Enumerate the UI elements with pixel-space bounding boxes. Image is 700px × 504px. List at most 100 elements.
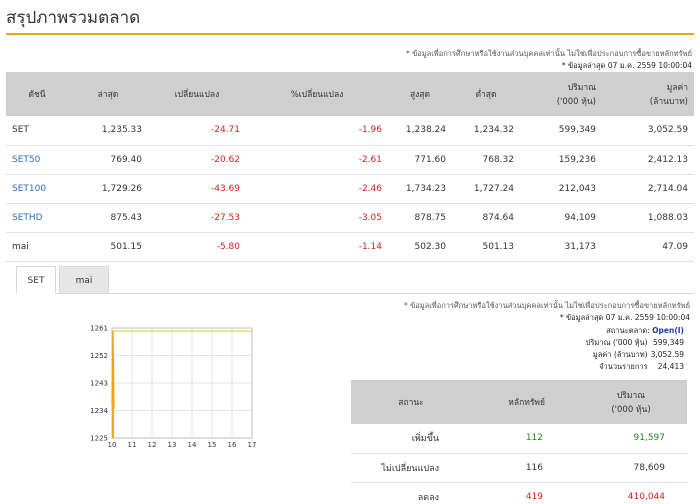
- chart-x-tick-label: 13: [168, 441, 177, 449]
- set-value-label: มูลค่า (ล้านบาท): [592, 350, 648, 359]
- page-title: สรุปภาพรวมตลาด: [6, 8, 141, 28]
- cell-high: 1,238.24: [388, 116, 452, 146]
- market-row-set100: SET100 1,729.26 -43.69 -2.46 1,734.23 1,727.2…: [6, 174, 694, 204]
- summary-status: ไม่เปลี่ยนแปลง: [351, 453, 471, 483]
- col-last: ล่าสุด: [68, 72, 148, 116]
- cell-value: 3,052.59: [602, 116, 694, 146]
- col-value: มูลค่า (ล้านบาท): [602, 72, 694, 116]
- chart-y-tick-label: 1243: [90, 380, 108, 388]
- col-index-label: ดัชนี: [28, 90, 46, 100]
- cell-pct-change: -3.05: [246, 203, 388, 233]
- cell-low: 1,234.32: [452, 116, 520, 146]
- col-value-label: มูลค่า (ล้านบาท): [649, 83, 688, 107]
- chart-x-tick-label: 14: [188, 441, 197, 449]
- cell-last: 875.43: [68, 203, 148, 233]
- market-index-table: ดัชนี ล่าสุด เปลี่ยนแปลง %เปลี่ยนแปลง สู…: [6, 72, 694, 262]
- last-update-set: * ข้อมูลล่าสุด 07 ม.ค. 2559 10:00:04: [559, 313, 690, 322]
- cell-value: 47.09: [602, 232, 694, 262]
- cell-index-name[interactable]: SET50: [6, 145, 68, 175]
- chart-series-area: [112, 331, 114, 438]
- col-low: ต่ำสุด: [452, 72, 520, 116]
- col-index: ดัชนี: [6, 72, 68, 116]
- cell-high: 771.60: [388, 145, 452, 175]
- cell-volume: 159,236: [520, 145, 602, 175]
- summary-volume: 410,044: [575, 482, 687, 504]
- summary-count: 116: [471, 453, 575, 483]
- chart-x-tick-label: 15: [208, 441, 217, 449]
- chart-y-tick-label: 1234: [90, 407, 108, 415]
- market-tabs: SET mai: [16, 266, 694, 294]
- chart-series-line: [111, 331, 115, 409]
- set-volume-label: ปริมาณ ('000 หุ้น): [585, 338, 648, 347]
- market-row-set50: SET50 769.40 -20.62 -2.61 771.60 768.32 159,23…: [6, 145, 694, 175]
- cell-change: -43.69: [148, 174, 246, 204]
- col-volume: ปริมาณ ('000 หุ้น): [520, 72, 602, 116]
- summary-count: 112: [471, 424, 575, 454]
- col-sum-volume: ปริมาณ ('000 หุ้น): [575, 380, 687, 424]
- col-last-label: ล่าสุด: [97, 90, 119, 100]
- cell-high: 878.75: [388, 203, 452, 233]
- cell-last: 1,235.33: [68, 116, 148, 146]
- chart-y-tick-label: 1225: [90, 435, 108, 443]
- summary-volume: 78,609: [575, 453, 687, 483]
- col-volume-label: ปริมาณ ('000 หุ้น): [556, 83, 596, 107]
- market-status: สถานะตลาด: Open(I): [606, 325, 684, 337]
- advance-decline-table: สถานะ หลักทรัพย์ ปริมาณ ('000 หุ้น) เพิ่…: [351, 380, 687, 504]
- disclaimer-top: * ข้อมูลเพื่อการศึกษาหรือใช้งานส่วนบุคคล…: [405, 49, 692, 58]
- cell-value: 2,412.13: [602, 145, 694, 175]
- cell-high: 502.30: [388, 232, 452, 262]
- col-change: เปลี่ยนแปลง: [148, 72, 246, 116]
- summary-row: เพิ่มขึ้น 112 91,597: [351, 424, 687, 454]
- cell-pct-change: -2.61: [246, 145, 388, 175]
- chart-x-tick-label: 17: [248, 441, 256, 449]
- cell-change: -27.53: [148, 203, 246, 233]
- cell-change: -20.62: [148, 145, 246, 175]
- cell-change: -5.80: [148, 232, 246, 262]
- market-status-label: สถานะตลาด:: [606, 326, 650, 335]
- col-status-label: สถานะ: [398, 398, 424, 408]
- tab-mai[interactable]: mai: [59, 266, 109, 294]
- summary-count: 419: [471, 482, 575, 504]
- cell-last: 501.15: [68, 232, 148, 262]
- set-value-value: 3,052.59: [650, 350, 684, 359]
- cell-change: -24.71: [148, 116, 246, 146]
- title-divider: [6, 33, 694, 35]
- market-row-set: SET 1,235.33 -24.71 -1.96 1,238.24 1,234.32 59…: [6, 116, 694, 146]
- cell-volume: 94,109: [520, 203, 602, 233]
- cell-low: 768.32: [452, 145, 520, 175]
- col-change-label: เปลี่ยนแปลง: [174, 90, 220, 100]
- cell-index-name[interactable]: SETHD: [6, 203, 68, 233]
- last-update-top: * ข้อมูลล่าสุด 07 ม.ค. 2559 10:00:04: [561, 61, 692, 70]
- col-pct-change: %เปลี่ยนแปลง: [246, 72, 388, 116]
- cell-value: 2,714.04: [602, 174, 694, 204]
- cell-high: 1,734.23: [388, 174, 452, 204]
- col-status: สถานะ: [351, 380, 471, 424]
- cell-low: 1,727.24: [452, 174, 520, 204]
- set-trades-label: จำนวนรายการ: [599, 362, 648, 371]
- chart-x-tick-label: 12: [148, 441, 157, 449]
- cell-value: 1,088.03: [602, 203, 694, 233]
- set-value: มูลค่า (ล้านบาท) 3,052.59: [593, 349, 684, 361]
- market-row-sethd: SETHD 875.43 -27.53 -3.05 878.75 874.64 94,109…: [6, 203, 694, 233]
- col-low-label: ต่ำสุด: [475, 90, 497, 100]
- market-row-mai: mai 501.15 -5.80 -1.14 502.30 501.13 31,173 47.…: [6, 232, 694, 262]
- cell-index-name: mai: [6, 232, 68, 262]
- col-pct-change-label: %เปลี่ยนแปลง: [290, 90, 344, 100]
- col-securities: หลักทรัพย์: [471, 380, 575, 424]
- cell-last: 769.40: [68, 145, 148, 175]
- set-trades-value: 24,413: [657, 362, 684, 371]
- cell-volume: 599,349: [520, 116, 602, 146]
- cell-volume: 212,043: [520, 174, 602, 204]
- cell-index-name: SET: [6, 116, 68, 146]
- chart-x-tick-label: 11: [128, 441, 137, 449]
- cell-index-name[interactable]: SET100: [6, 174, 68, 204]
- tab-set[interactable]: SET: [16, 266, 56, 294]
- summary-row: ลดลง 419 410,044: [351, 482, 687, 504]
- set-volume: ปริมาณ ('000 หุ้น) 599,349: [586, 337, 684, 349]
- col-high: สูงสุด: [388, 72, 452, 116]
- chart-x-tick-label: 10: [108, 441, 117, 449]
- col-high-label: สูงสุด: [409, 90, 431, 100]
- cell-volume: 31,173: [520, 232, 602, 262]
- cell-pct-change: -1.14: [246, 232, 388, 262]
- market-table-header: ดัชนี ล่าสุด เปลี่ยนแปลง %เปลี่ยนแปลง สู…: [6, 72, 694, 116]
